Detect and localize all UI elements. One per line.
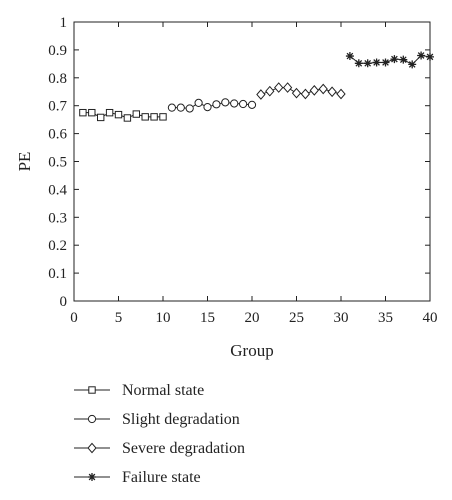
data-point [426,52,434,61]
data-point [79,108,87,117]
data-point [291,87,302,99]
legend-marker [87,442,97,454]
series-line [349,54,431,66]
data-point [212,100,221,109]
data-point [417,51,426,60]
y-axis-label: PE [15,152,34,172]
y-tick-label: 0.9 [48,43,67,59]
legend: Normal state Slight degradation Severe deg… [74,382,245,486]
data-point [274,82,284,93]
data-point [203,102,212,112]
series-line [171,101,253,110]
x-tick-label: 15 [200,310,215,326]
data-point [159,113,167,121]
data-point [132,110,141,118]
x-tick-label: 20 [245,310,260,326]
x-axis-label: Group [230,341,273,360]
legend-label: Slight degradation [122,411,240,428]
y-tick-label: 1 [60,15,68,31]
data-point [185,104,194,113]
legend-label: Failure state [122,469,201,486]
axis-ticks: 0 5 10 15 20 25 30 35 40 0 0.1 0.2 0.3 0.4 0.5 0.6 0.7 0.… [48,15,437,326]
series-line [82,112,163,119]
series-line [260,87,342,96]
y-tick-label: 0.1 [48,266,67,282]
data-point [194,98,203,108]
data-point [230,99,239,108]
data-point [88,108,96,117]
legend-entry: Normal state [74,382,204,399]
data-point [372,58,381,67]
series-circle [167,98,257,113]
legend-marker [88,473,96,481]
data-point [282,82,293,93]
x-tick-label: 40 [423,310,438,326]
data-point [141,113,149,121]
legend-marker [87,414,97,424]
data-point [381,58,390,67]
legend-label: Severe degradation [122,440,245,457]
x-tick-label: 35 [378,310,393,326]
data-point [318,83,328,95]
data-point [97,113,105,122]
legend-entry: Slight degradation [74,411,240,428]
y-tick-label: 0.6 [48,127,67,143]
data-point [265,85,275,97]
series-star [345,51,434,69]
data-point [256,89,266,100]
data-point [247,100,257,109]
data-point [390,55,399,64]
data-point [399,55,408,64]
plot-area: 0 5 10 15 20 25 30 35 40 0 0.1 0.2 0.3 0.4 0.5 0.6 0.7 0.… [48,15,437,326]
data-point [363,59,372,68]
x-tick-label: 10 [156,310,171,326]
series-diamond [256,82,346,100]
y-tick-label: 0.2 [48,238,67,254]
data-point [309,84,319,96]
data-point [150,113,158,121]
data-point [327,86,337,98]
x-tick-label: 0 [70,310,78,326]
data-point [167,103,176,112]
legend-entry: Failure state [74,469,201,486]
data-point [345,52,354,61]
legend-label: Normal state [122,382,204,399]
y-tick-label: 0.4 [48,182,67,198]
data-point [105,108,114,117]
y-tick-label: 0.8 [48,71,67,87]
data-point [408,60,417,69]
data-point [114,110,123,119]
data-point [239,99,248,109]
legend-marker [88,386,96,394]
y-tick-label: 0.5 [48,155,67,171]
data-point [176,103,185,112]
legend-entry: Severe degradation [74,440,245,457]
x-tick-label: 25 [289,310,304,326]
data-point [123,114,132,122]
data-point [221,98,230,107]
data-point [354,59,363,68]
series-layer [79,51,434,122]
data-point [336,88,346,100]
x-tick-label: 30 [334,310,349,326]
y-tick-label: 0.3 [48,210,67,226]
data-point [300,88,311,100]
y-tick-label: 0.7 [48,99,67,115]
series-square [79,108,167,122]
y-tick-label: 0 [60,294,68,310]
x-tick-label: 5 [115,310,123,326]
